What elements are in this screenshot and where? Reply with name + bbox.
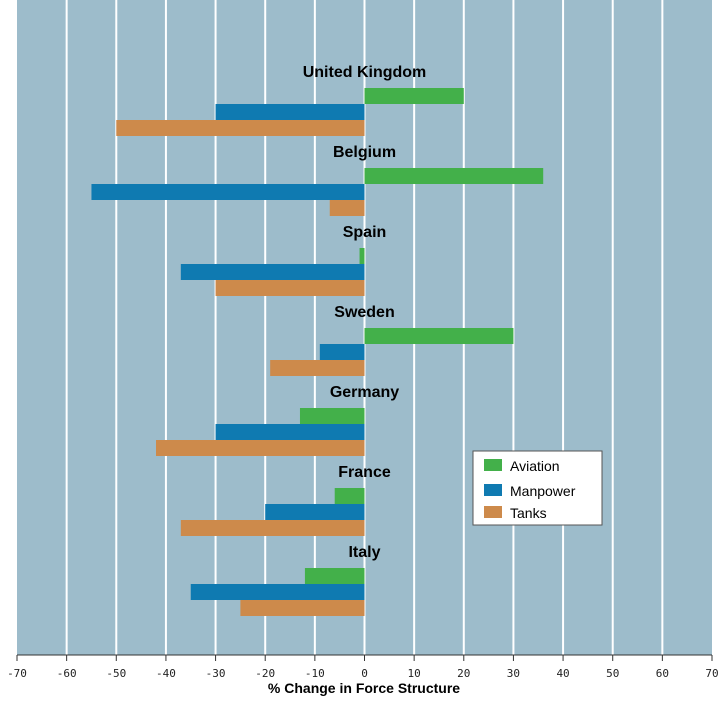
x-tick-label: -40 [156,667,176,680]
bar-united-kingdom-aviation [364,88,464,104]
legend-swatch-aviation [484,459,502,471]
bar-belgium-tanks [329,200,365,216]
bar-italy-manpower [190,584,365,600]
legend: Aviation Manpower Tanks [472,450,603,526]
x-axis-title: % Change in Force Structure [268,680,460,696]
x-tick-label: 20 [457,667,470,680]
bar-sweden-manpower [319,344,365,360]
bar-united-kingdom-manpower [215,104,365,120]
bar-germany-aviation [299,408,365,424]
bar-united-kingdom-tanks [116,120,365,136]
x-axis-ticks: -70 -60 -50 -40 -30 -20 -10 0 10 20 30 40 50 60 70 [7,655,719,680]
bar-germany-manpower [215,424,365,440]
bar-france-manpower [265,504,365,520]
legend-swatch-tanks [484,506,502,518]
x-tick-label: -50 [106,667,126,680]
x-tick-label: 50 [606,667,619,680]
bar-sweden-tanks [270,360,365,376]
bars [91,88,544,616]
x-tick-label: 40 [556,667,569,680]
country-label-belgium: Belgium [333,144,396,161]
bar-spain-tanks [215,280,365,296]
bar-belgium-manpower [91,184,365,200]
x-tick-label: 30 [507,667,520,680]
legend-label-tanks: Tanks [510,505,547,521]
country-label-italy: Italy [348,544,380,561]
bar-sweden-aviation [364,328,514,344]
bar-spain-aviation [359,248,365,264]
x-tick-label: 70 [705,667,718,680]
bar-italy-aviation [304,568,365,584]
bar-spain-manpower [180,264,365,280]
x-tick-label: -20 [255,667,275,680]
country-labels: United Kingdom Belgium Spain Sweden Germany F… [303,64,427,561]
x-tick-label: -10 [305,667,325,680]
x-tick-label: -30 [206,667,226,680]
country-label-united-kingdom: United Kingdom [303,64,427,81]
bar-france-tanks [180,520,365,536]
bar-france-aviation [334,488,365,504]
legend-label-manpower: Manpower [510,483,576,499]
x-tick-label: 10 [408,667,421,680]
x-tick-label: 0 [361,667,368,680]
x-tick-label: -70 [7,667,27,680]
grid-lines [65,0,664,655]
country-label-sweden: Sweden [334,304,394,321]
bar-italy-tanks [240,600,365,616]
legend-swatch-manpower [484,484,502,496]
x-tick-label: 60 [656,667,669,680]
legend-label-aviation: Aviation [510,458,560,474]
country-label-spain: Spain [343,224,387,241]
bar-germany-tanks [156,440,365,456]
bar-belgium-aviation [364,168,544,184]
x-tick-label: -60 [57,667,77,680]
country-label-france: France [338,464,391,481]
country-label-germany: Germany [330,384,399,401]
